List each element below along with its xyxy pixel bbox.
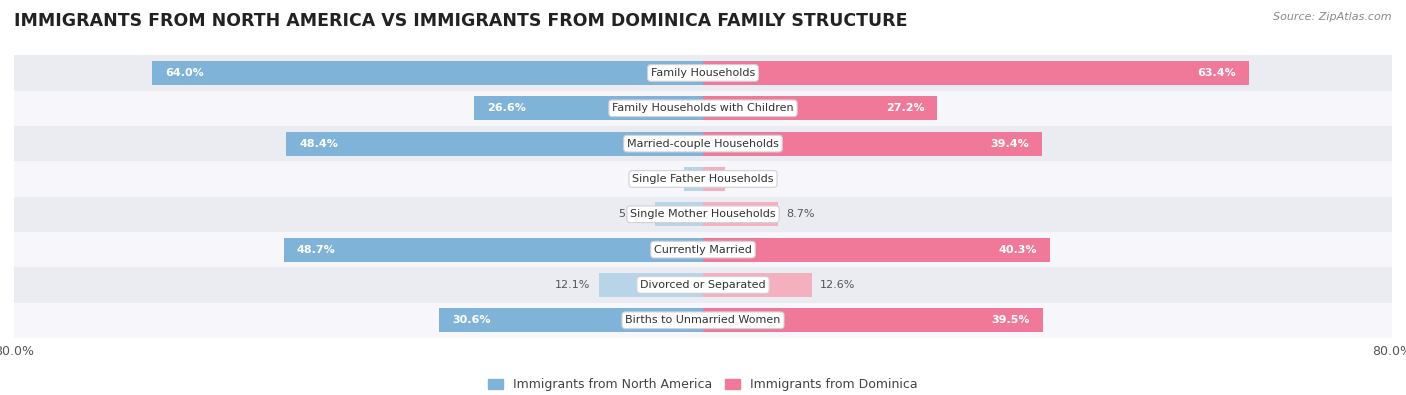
Bar (440, 308, 703, 332)
Text: 12.1%: 12.1% (555, 280, 591, 290)
Bar (685, 167, 703, 191)
Bar (14, 126, 1392, 161)
Bar (14, 267, 1392, 303)
Bar (599, 273, 703, 297)
Text: 40.3%: 40.3% (998, 245, 1038, 255)
Bar (655, 202, 703, 226)
Bar (152, 61, 703, 85)
Text: Family Households: Family Households (651, 68, 755, 78)
Text: 39.4%: 39.4% (991, 139, 1029, 149)
Text: Family Households with Children: Family Households with Children (612, 103, 794, 113)
Text: 12.6%: 12.6% (820, 280, 855, 290)
Bar (703, 96, 938, 120)
Text: 63.4%: 63.4% (1198, 68, 1236, 78)
Text: Currently Married: Currently Married (654, 245, 752, 255)
Bar (703, 61, 1249, 85)
Bar (703, 238, 1050, 261)
Text: 27.2%: 27.2% (886, 103, 924, 113)
Bar (703, 273, 811, 297)
Text: 5.6%: 5.6% (617, 209, 647, 219)
Bar (14, 197, 1392, 232)
Bar (287, 132, 703, 156)
Legend: Immigrants from North America, Immigrants from Dominica: Immigrants from North America, Immigrant… (484, 373, 922, 395)
Text: 48.4%: 48.4% (299, 139, 337, 149)
Bar (703, 308, 1043, 332)
Text: IMMIGRANTS FROM NORTH AMERICA VS IMMIGRANTS FROM DOMINICA FAMILY STRUCTURE: IMMIGRANTS FROM NORTH AMERICA VS IMMIGRA… (14, 12, 907, 30)
Text: 8.7%: 8.7% (786, 209, 815, 219)
Text: 26.6%: 26.6% (486, 103, 526, 113)
Text: Source: ZipAtlas.com: Source: ZipAtlas.com (1274, 12, 1392, 22)
Text: Married-couple Households: Married-couple Households (627, 139, 779, 149)
Text: Single Mother Households: Single Mother Households (630, 209, 776, 219)
Bar (284, 238, 703, 261)
Text: 39.5%: 39.5% (991, 315, 1031, 325)
Text: 48.7%: 48.7% (297, 245, 335, 255)
Bar (14, 232, 1392, 267)
Text: Births to Unmarried Women: Births to Unmarried Women (626, 315, 780, 325)
Bar (14, 303, 1392, 338)
Text: Divorced or Separated: Divorced or Separated (640, 280, 766, 290)
Bar (703, 167, 724, 191)
Bar (14, 55, 1392, 90)
Bar (703, 202, 778, 226)
Bar (14, 90, 1392, 126)
Text: 30.6%: 30.6% (453, 315, 491, 325)
Text: 64.0%: 64.0% (165, 68, 204, 78)
Bar (14, 161, 1392, 197)
Text: 2.2%: 2.2% (647, 174, 675, 184)
Text: 2.5%: 2.5% (733, 174, 762, 184)
Bar (474, 96, 703, 120)
Bar (703, 132, 1042, 156)
Text: Single Father Households: Single Father Households (633, 174, 773, 184)
